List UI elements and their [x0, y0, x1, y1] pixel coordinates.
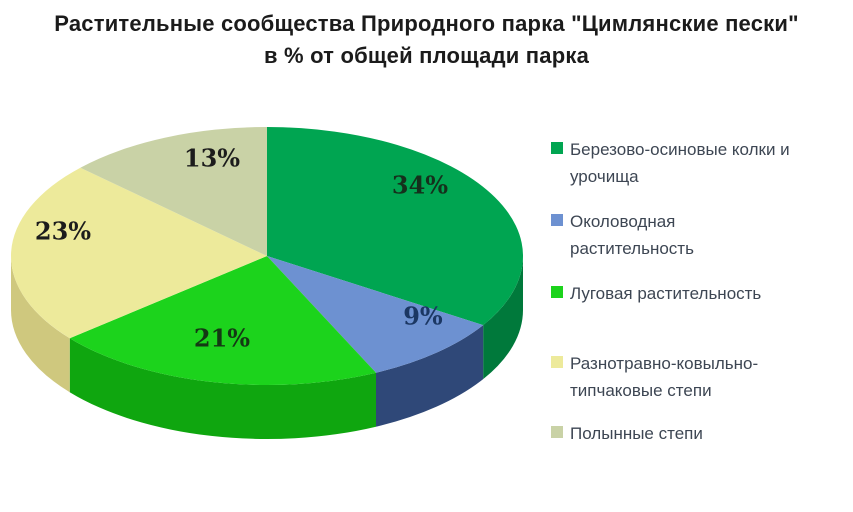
chart-title-line1: Растительные сообщества Природного парка…: [54, 11, 799, 36]
legend-swatch-icon: [551, 142, 563, 154]
legend-item: Луговая растительность: [551, 280, 801, 307]
legend-label: Полынные степи: [570, 424, 703, 443]
legend-swatch-icon: [551, 356, 563, 368]
legend: Березово-осиновые колки и урочища Околово…: [551, 0, 841, 512]
pie-percent-label: 13%: [184, 144, 240, 173]
pie-slice: [267, 256, 484, 373]
pie-slice-side: [376, 325, 484, 427]
legend-item: Разнотравно-ковыльно-типчаковые степи: [551, 350, 801, 404]
legend-swatch-icon: [551, 214, 563, 226]
pie-slice: [10, 167, 268, 339]
pie-slice: [267, 127, 523, 326]
pie-slice: [80, 127, 267, 256]
pie-slice-side: [11, 256, 70, 393]
pie-slice: [69, 256, 376, 385]
legend-item: Околоводная растительность: [551, 208, 801, 262]
pie-percent-label: 9%: [403, 302, 443, 331]
legend-swatch-icon: [551, 286, 563, 298]
legend-label: Березово-осиновые колки и урочища: [570, 140, 790, 186]
pie-slice-side: [483, 256, 523, 380]
legend-item: Березово-осиновые колки и урочища: [551, 136, 801, 190]
legend-swatch-icon: [551, 426, 563, 438]
pie-percent-label: 21%: [194, 324, 250, 353]
chart-title: Растительные сообщества Природного парка…: [0, 8, 853, 72]
chart-title-line2: в % от общей площади парка: [263, 43, 590, 68]
legend-label: Луговая растительность: [570, 284, 762, 303]
legend-label: Разнотравно-ковыльно-типчаковые степи: [570, 354, 759, 400]
pie-percent-label: 34%: [392, 171, 448, 200]
legend-item: Полынные степи: [551, 420, 801, 447]
pie-percent-label: 23%: [35, 217, 91, 246]
legend-label: Околоводная растительность: [570, 212, 694, 258]
pie-slice-side: [69, 338, 376, 439]
